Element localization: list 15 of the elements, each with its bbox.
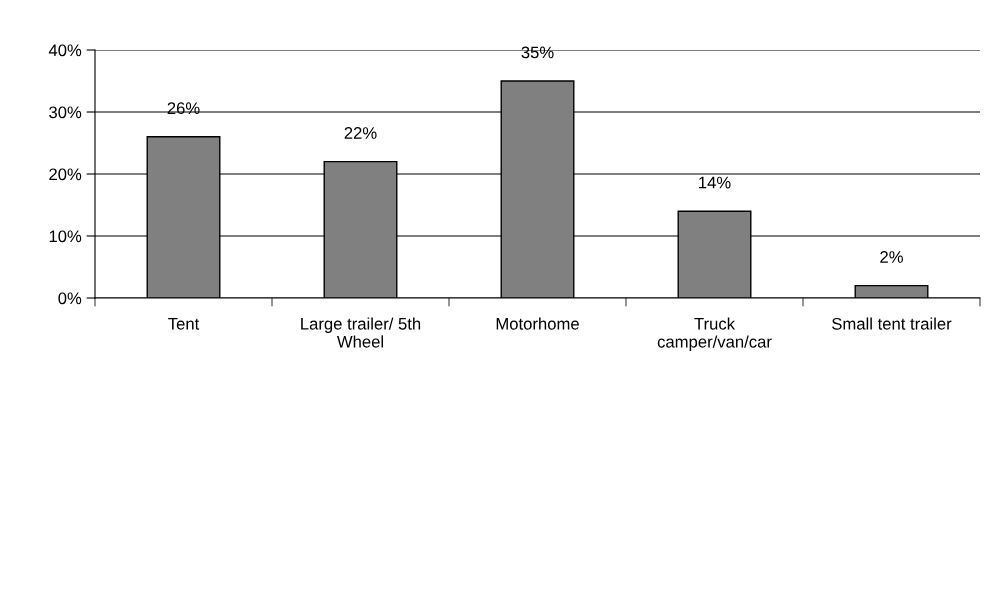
data-label: 14%	[699, 176, 731, 189]
x-tick-label: Tent	[168, 318, 200, 330]
y-tick-label: 20%	[49, 168, 82, 181]
x-tick-label: Truck camper/van/car	[657, 317, 772, 351]
y-tick-label: 10%	[49, 230, 82, 243]
data-label: 35%	[521, 46, 554, 59]
y-tick-label: 30%	[49, 106, 82, 119]
data-label: 26%	[167, 102, 200, 115]
data-label: 2%	[880, 251, 903, 263]
data-label: 22%	[344, 127, 377, 139]
x-tick-label: Motorhome	[496, 317, 579, 330]
x-tick-label: Small tent trailer	[832, 317, 952, 330]
y-tick-label: 0%	[58, 292, 82, 305]
y-tick-label: 40%	[48, 44, 82, 57]
x-tick-label: Large trailer/ 5th Wheel	[301, 317, 421, 348]
